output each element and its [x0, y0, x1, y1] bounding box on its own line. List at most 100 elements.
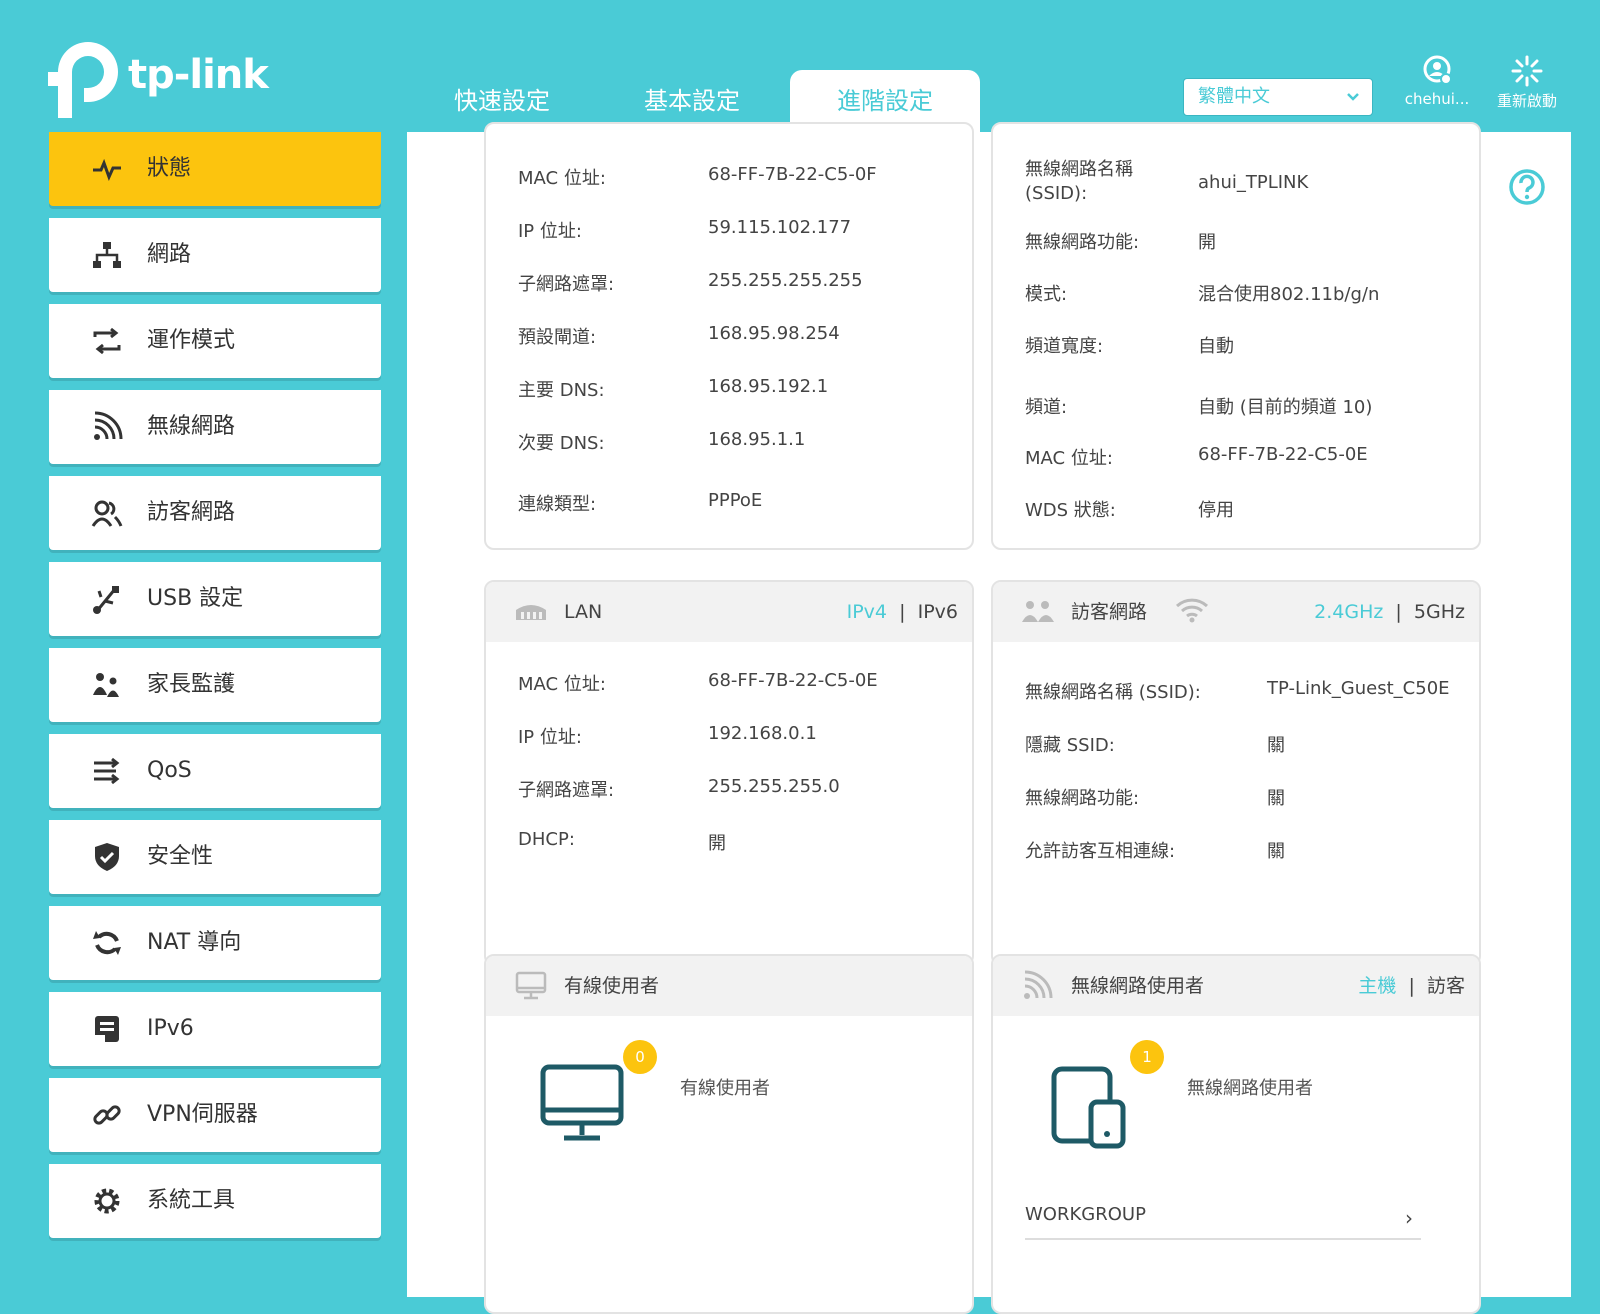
guest-toggle[interactable]: 訪客 [1426, 975, 1465, 997]
internet-subnet-label: 子網路遮罩: [518, 274, 615, 295]
wifi-signal-icon [1175, 598, 1209, 623]
internet-mac-label: MAC 位址: [518, 168, 606, 189]
reboot-label: 重新啟動 [1496, 92, 1557, 110]
guest-ssid-label: 無線網路名稱 (SSID): [1025, 682, 1201, 703]
switch-separator: | [1395, 601, 1402, 623]
sidebar-item-qos[interactable]: QoS [49, 734, 381, 808]
internet-ip-value: 59.115.102.177 [708, 217, 852, 238]
pulse-icon [93, 158, 121, 182]
internet-type-label: 連線類型: [518, 494, 597, 515]
monitor-icon [515, 971, 547, 1000]
tp-link-logo-icon [48, 42, 118, 118]
guest-enable-value: 關 [1267, 788, 1285, 809]
wireless-channel-label: 頻道: [1025, 397, 1068, 418]
wired-clients-header: 有線使用者 [486, 956, 972, 1016]
sidebar-item-label: 網路 [147, 242, 192, 267]
lan-card-header: LAN IPv4 | IPv6 [486, 582, 972, 642]
sidebar-item-label: 無線網路 [147, 414, 236, 439]
sidebar-item-ipv6[interactable]: IPv6 [49, 992, 381, 1066]
internet-dns1-value: 168.95.192.1 [708, 376, 829, 397]
language-value: 繁體中文 [1198, 86, 1270, 107]
wired-clients-title: 有線使用者 [564, 975, 660, 997]
wifi-icon [1024, 970, 1053, 999]
sidebar-item-guest[interactable]: 訪客網路 [49, 476, 381, 550]
sidebar-item-parental[interactable]: 家長監護 [49, 648, 381, 722]
sidebar-item-label: 狀態 [147, 156, 192, 181]
guest-hide-ssid-label: 隱藏 SSID: [1025, 735, 1115, 756]
internet-dns1-label: 主要 DNS: [518, 380, 605, 401]
lan-card: LAN IPv4 | IPv6 MAC 位址: 68-FF-7B-22-C5-0… [484, 580, 974, 966]
sidebar-item-label: 系統工具 [147, 1188, 236, 1213]
main-panel: MAC 位址: 68-FF-7B-22-C5-0F IP 位址: 59.115.… [407, 122, 1571, 1314]
lan-ip-value: 192.168.0.1 [708, 723, 817, 744]
language-select[interactable]: 繁體中文 [1183, 78, 1373, 116]
chevron-down-icon [1347, 93, 1359, 101]
wired-device-icon[interactable] [540, 1064, 624, 1144]
sidebar-item-security[interactable]: 安全性 [49, 820, 381, 894]
ipv4-toggle[interactable]: IPv4 [846, 601, 887, 623]
sidebar-item-label: USB 設定 [147, 586, 244, 611]
sidebar-item-label: 訪客網路 [147, 500, 236, 525]
internet-gateway-value: 168.95.98.254 [708, 323, 840, 344]
switch-separator: | [1408, 975, 1415, 997]
wifi-icon [94, 411, 123, 440]
shield-icon [95, 843, 119, 871]
wireless-width-value: 自動 [1198, 336, 1234, 357]
wired-clients-card: 有線使用者 0 有線使用者 [484, 954, 974, 1314]
wireless-mac-label: MAC 位址: [1025, 448, 1113, 469]
lan-title: LAN [564, 601, 603, 623]
sidebar-item-status[interactable]: 狀態 [49, 132, 381, 206]
lan-port-icon [516, 605, 546, 620]
sidebar-item-nat[interactable]: NAT 導向 [49, 906, 381, 980]
wireless-width-label: 頻道寬度: [1025, 336, 1104, 357]
guest-band-switch: 2.4GHz | 5GHz [1314, 582, 1465, 642]
tab-basic[interactable]: 基本設定 [644, 87, 740, 115]
usb-icon [93, 586, 119, 614]
internet-ip-label: IP 位址: [518, 221, 582, 242]
lan-subnet-value: 255.255.255.0 [708, 776, 840, 797]
sidebar-item-wireless[interactable]: 無線網路 [49, 390, 381, 464]
wireless-card: 無線網路名稱 (SSID): ahui_TPLINK 無線網路功能: 開 模式:… [991, 122, 1481, 550]
sidebar-item-mode[interactable]: 運作模式 [49, 304, 381, 378]
wireless-mode-label: 模式: [1025, 284, 1068, 305]
wireless-clients-label: 無線網路使用者 [1187, 1078, 1313, 1099]
wireless-clients-card: 無線網路使用者 主機 | 訪客 1 無線網路使用者 WORKGROUP › [991, 954, 1481, 1314]
reboot-icon [1511, 55, 1543, 87]
sidebar-item-label: VPN伺服器 [147, 1102, 258, 1127]
workgroup-row[interactable]: WORKGROUP › [1025, 1204, 1421, 1240]
wireless-enable-label: 無線網路功能: [1025, 232, 1140, 253]
ipv6-toggle[interactable]: IPv6 [917, 601, 958, 623]
mode-icon [93, 327, 121, 355]
wireless-channel-value: 自動 (目前的頻道 10) [1198, 397, 1373, 418]
band-5ghz-toggle[interactable]: 5GHz [1413, 601, 1465, 623]
guest-icon [91, 500, 123, 527]
guest-isolation-label: 允許訪客互相連線: [1025, 841, 1176, 862]
sidebar-item-vpn[interactable]: VPN伺服器 [49, 1078, 381, 1152]
host-toggle[interactable]: 主機 [1358, 975, 1397, 997]
sidebar-item-network[interactable]: 網路 [49, 218, 381, 292]
wireless-mac-value: 68-FF-7B-22-C5-0E [1198, 444, 1368, 465]
sidebar-item-system-tools[interactable]: 系統工具 [49, 1164, 381, 1238]
sidebar-item-label: 運作模式 [147, 328, 236, 353]
account-label: chehui... [1404, 90, 1470, 108]
reboot-button[interactable]: 重新啟動 [1482, 54, 1572, 111]
tab-quick-setup[interactable]: 快速設定 [454, 87, 550, 115]
guest-hide-ssid-value: 關 [1267, 735, 1285, 756]
mobile-device-icon[interactable] [1051, 1066, 1129, 1150]
internet-gateway-label: 預設閘道: [518, 327, 597, 348]
lan-dhcp-value: 開 [708, 833, 726, 854]
help-icon[interactable] [1508, 168, 1546, 206]
account-button[interactable]: chehui... [1392, 54, 1482, 108]
nat-icon [93, 931, 121, 955]
guest-isolation-value: 關 [1267, 841, 1285, 862]
lan-mac-label: MAC 位址: [518, 674, 606, 695]
tab-advanced[interactable]: 進階設定 [790, 70, 980, 132]
wireless-enable-value: 開 [1198, 232, 1216, 253]
sidebar-item-usb[interactable]: USB 設定 [49, 562, 381, 636]
switch-separator: | [899, 601, 906, 623]
wired-count-badge: 0 [623, 1040, 657, 1074]
internet-dns2-label: 次要 DNS: [518, 433, 605, 454]
internet-type-value: PPPoE [708, 490, 763, 511]
internet-mac-value: 68-FF-7B-22-C5-0F [708, 164, 877, 185]
band-24ghz-toggle[interactable]: 2.4GHz [1314, 601, 1384, 623]
